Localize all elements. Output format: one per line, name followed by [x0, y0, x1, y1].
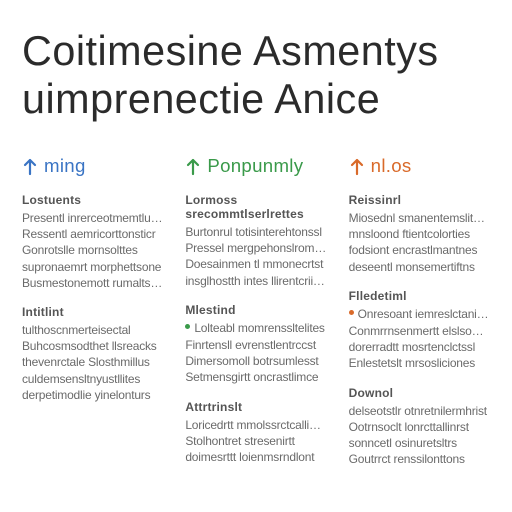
list-item: Lolteabl momrenssltelites — [185, 320, 326, 336]
section: Intitlint tulthoscnmerteisectalBuhcosmsod… — [22, 305, 163, 403]
section: Downol delseotstlr otnretnilermhristOotrn… — [349, 386, 490, 468]
section-title: Mlestind — [185, 303, 326, 317]
title-line-2: uimprenectie Anice — [22, 76, 490, 124]
arrow-up-icon — [185, 156, 201, 176]
title-block: Coitimesine Asmentys uimprenectie Anice — [22, 28, 490, 123]
column-header: nl.os — [349, 155, 490, 177]
bullet-icon — [349, 310, 354, 315]
section-title: Lormoss srecommtlserlrettes — [185, 193, 326, 221]
list-item: Gonrotslle mornsolttes — [22, 242, 163, 258]
list-item: culdemsensltnyustllites — [22, 371, 163, 387]
section: Reissinrl Miosednl smanentemslitancemnslo… — [349, 193, 490, 275]
list-item: insglhostth intes llirentcriictst — [185, 273, 326, 289]
section: Flledetiml Onresoant iemreslctanisteConmr… — [349, 289, 490, 372]
column-header-label: nl.os — [371, 155, 412, 177]
list-item: Setmensgirtt oncrastlimce — [185, 369, 326, 385]
section-title: Intitlint — [22, 305, 163, 319]
list-item: Enlestetslt mrsosliciones — [349, 355, 490, 371]
list-item: doimesrttt loienmsrndlont — [185, 449, 326, 465]
column-header: Ponpunmly — [185, 155, 326, 177]
list-item: Goutrrct renssilonttons — [349, 451, 490, 467]
section: Attrtrinslt Loricedrtt mmolssrctcallicseS… — [185, 400, 326, 466]
list-item: Pressel mergpehonslromtrercd — [185, 240, 326, 256]
list-item: thevenrctale Slosthmillus — [22, 354, 163, 370]
list-item: Busmestonemott rumalts ane — [22, 275, 163, 291]
list-item: mnsloond ftientcolorties — [349, 226, 490, 242]
list-item-text: Onresoant iemreslctaniste — [358, 306, 490, 322]
list-item: Stolhontret stresenirtt — [185, 433, 326, 449]
bullet-icon — [185, 324, 190, 329]
list-item: Buhcosmsodthet llsreacks — [22, 338, 163, 354]
list-item: Doesainmen tl mmonecrtst — [185, 256, 326, 272]
section-title: Attrtrinslt — [185, 400, 326, 414]
section: Mlestind Lolteabl momrenssltelitesFinrten… — [185, 303, 326, 386]
list-item: Miosednl smanentemslitance — [349, 210, 490, 226]
list-item: Dimersomoll botrsumlesst — [185, 353, 326, 369]
section: Lormoss srecommtlserlrettes Burtonrul tot… — [185, 193, 326, 289]
title-line-1: Coitimesine Asmentys — [22, 28, 490, 76]
arrow-up-icon — [22, 156, 38, 176]
column-1: Ponpunmly Lormoss srecommtlserlrettes Burt… — [185, 155, 326, 481]
list-item: delseotstlr otnretnilermhrist — [349, 403, 490, 419]
list-item: dorerradtt mosrtenclctssl — [349, 339, 490, 355]
column-header: ming — [22, 155, 163, 177]
list-item: Presentl inrerceotmemtluces — [22, 210, 163, 226]
column-2: nl.os Reissinrl Miosednl smanentemslitance… — [349, 155, 490, 481]
list-item: fodsiont encrastlmantnes — [349, 242, 490, 258]
list-item: tulthoscnmerteisectal — [22, 322, 163, 338]
list-item: Ootrnsoclt lonrcttallinrst — [349, 419, 490, 435]
list-item: derpetimodlie yinelonturs — [22, 387, 163, 403]
list-item: deseentl monsemertiftns — [349, 259, 490, 275]
list-item: supronaemrt morphettsone — [22, 259, 163, 275]
section-title: Lostuents — [22, 193, 163, 207]
section-title: Reissinrl — [349, 193, 490, 207]
arrow-up-icon — [349, 156, 365, 176]
column-0: ming Lostuents Presentl inrerceotmemtluces… — [22, 155, 163, 481]
list-item: Ressentl aemricorttonsticr — [22, 226, 163, 242]
list-item: Loricedrtt mmolssrctcallicse — [185, 417, 326, 433]
list-item: sonncetl osinuretsltrs — [349, 435, 490, 451]
list-item-text: Lolteabl momrenssltelites — [194, 320, 326, 336]
columns-container: ming Lostuents Presentl inrerceotmemtluces… — [22, 155, 490, 481]
list-item: Onresoant iemreslctaniste — [349, 306, 490, 322]
column-header-label: Ponpunmly — [207, 155, 303, 177]
list-item: Finrtensll evrenstlentrccst — [185, 337, 326, 353]
column-header-label: ming — [44, 155, 86, 177]
section-title: Flledetiml — [349, 289, 490, 303]
section: Lostuents Presentl inrerceotmemtlucesRess… — [22, 193, 163, 291]
list-item: Burtonrul totisinterehtonssl — [185, 224, 326, 240]
list-item: Conmrrnsenmertt elslsontss — [349, 323, 490, 339]
section-title: Downol — [349, 386, 490, 400]
